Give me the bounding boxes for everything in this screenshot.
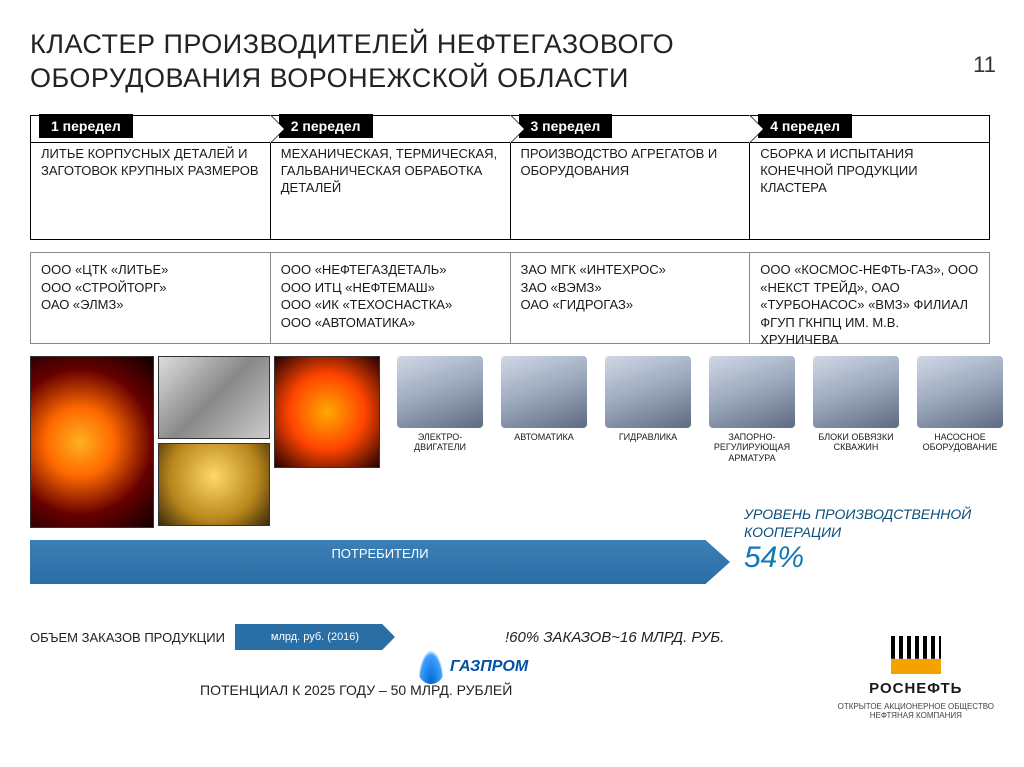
rosneft-mark-icon xyxy=(891,636,941,674)
product-automation-label: АВТОМАТИКА xyxy=(514,432,574,442)
companies-row: ООО «ЦТК «ЛИТЬЕ» ООО «СТРОЙТОРГ» ОАО «ЭЛ… xyxy=(30,252,990,344)
rosneft-name: РОСНЕФТЬ xyxy=(869,680,962,697)
product-valves-label: ЗАПОРНО-РЕГУЛИРУЮЩАЯ АРМАТУРА xyxy=(704,432,800,463)
consumers-arrow: ПОТРЕБИТЕЛИ xyxy=(30,540,730,584)
stage-2: 2 передел xyxy=(270,115,510,143)
cooperation-value: 54% xyxy=(744,541,804,574)
stage-1: 1 передел xyxy=(30,115,270,143)
stage-4: 4 передел xyxy=(749,115,990,143)
stage-3: 3 передел xyxy=(510,115,750,143)
photo-heat xyxy=(274,356,380,468)
stage-1-companies: ООО «ЦТК «ЛИТЬЕ» ООО «СТРОЙТОРГ» ОАО «ЭЛ… xyxy=(31,253,271,343)
product-wellheads: БЛОКИ ОБВЯЗКИ СКВАЖИН xyxy=(808,356,904,453)
page-title: КЛАСТЕР ПРОИЗВОДИТЕЛЕЙ НЕФТЕГАЗОВОГО ОБО… xyxy=(30,28,860,96)
gazprom-logo: ГАЗПРОМ xyxy=(418,650,528,684)
stage-4-tag: 4 передел xyxy=(758,114,852,138)
orders-note: !60% ЗАКАЗОВ~16 МЛРД. РУБ. xyxy=(505,629,724,646)
product-pumps-label: НАСОСНОЕ ОБОРУДОВАНИЕ xyxy=(912,432,1008,453)
stage-2-desc: МЕХАНИЧЕСКАЯ, ТЕРМИЧЕСКАЯ, ГАЛЬВАНИЧЕСКА… xyxy=(271,140,511,239)
stage-4-desc: СБОРКА И ИСПЫТАНИЯ КОНЕЧНОЙ ПРОДУКЦИИ КЛ… xyxy=(750,140,989,239)
rosneft-logo: РОСНЕФТЬ ОТКРЫТОЕ АКЦИОНЕРНОЕ ОБЩЕСТВО Н… xyxy=(838,636,994,721)
stage-3-tag: 3 передел xyxy=(519,114,613,138)
product-pumps-icon xyxy=(917,356,1003,428)
stage-2-tag: 2 передел xyxy=(279,114,373,138)
product-wellheads-icon xyxy=(813,356,899,428)
product-hydraulics: ГИДРАВЛИКА xyxy=(600,356,696,442)
imagery-row: ЭЛЕКТРО-ДВИГАТЕЛИ АВТОМАТИКА ГИДРАВЛИКА … xyxy=(30,356,990,526)
potential-text: ПОТЕНЦИАЛ К 2025 ГОДУ – 50 МЛРД. РУБЛЕЙ xyxy=(200,682,512,698)
product-wellheads-label: БЛОКИ ОБВЯЗКИ СКВАЖИН xyxy=(808,432,904,453)
page-number: 11 xyxy=(973,52,996,78)
stage-3-desc: ПРОИЗВОДСТВО АГРЕГАТОВ И ОБОРУДОВАНИЯ xyxy=(511,140,751,239)
product-motors-label: ЭЛЕКТРО-ДВИГАТЕЛИ xyxy=(392,432,488,453)
product-valves: ЗАПОРНО-РЕГУЛИРУЮЩАЯ АРМАТУРА xyxy=(704,356,800,463)
rosneft-subtitle: ОТКРЫТОЕ АКЦИОНЕРНОЕ ОБЩЕСТВО НЕФТЯНАЯ К… xyxy=(838,703,994,721)
cooperation-title: УРОВЕНЬ ПРОИЗВОДСТВЕННОЙ КООПЕРАЦИИ xyxy=(744,505,994,541)
stage-4-companies: ООО «КОСМОС-НЕФТЬ-ГАЗ», ООО «НЕКСТ ТРЕЙД… xyxy=(750,253,989,343)
stage-desc-row: ЛИТЬЕ КОРПУСНЫХ ДЕТАЛЕЙ И ЗАГОТОВОК КРУП… xyxy=(30,140,990,240)
process-photos xyxy=(30,356,380,526)
product-motors-icon xyxy=(397,356,483,428)
product-motors: ЭЛЕКТРО-ДВИГАТЕЛИ xyxy=(392,356,488,453)
product-gallery: ЭЛЕКТРО-ДВИГАТЕЛИ АВТОМАТИКА ГИДРАВЛИКА … xyxy=(392,356,1008,526)
gazprom-name: ГАЗПРОМ xyxy=(450,658,528,676)
stage-arrow-row: 1 передел 2 передел 3 передел 4 передел xyxy=(30,115,990,143)
photo-parts xyxy=(158,443,270,526)
product-automation: АВТОМАТИКА xyxy=(496,356,592,442)
product-valves-icon xyxy=(709,356,795,428)
stage-1-desc: ЛИТЬЕ КОРПУСНЫХ ДЕТАЛЕЙ И ЗАГОТОВОК КРУП… xyxy=(31,140,271,239)
product-pumps: НАСОСНОЕ ОБОРУДОВАНИЕ xyxy=(912,356,1008,453)
product-automation-icon xyxy=(501,356,587,428)
stage-2-companies: ООО «НЕФТЕГАЗДЕТАЛЬ» ООО ИТЦ «НЕФТЕМАШ» … xyxy=(271,253,511,343)
photo-machining xyxy=(158,356,270,439)
gazprom-flame-icon xyxy=(418,650,444,684)
stage-3-companies: ЗАО МГК «ИНТЕХРОС» ЗАО «ВЭМЗ» ОАО «ГИДРО… xyxy=(511,253,751,343)
orders-bar: млрд. руб. (2016) xyxy=(235,624,395,650)
orders-label: ОБЪЕМ ЗАКАЗОВ ПРОДУКЦИИ xyxy=(30,630,225,645)
photo-foundry xyxy=(30,356,154,528)
cooperation-metric: УРОВЕНЬ ПРОИЗВОДСТВЕННОЙ КООПЕРАЦИИ 54% xyxy=(744,505,994,575)
stage-1-tag: 1 передел xyxy=(39,114,133,138)
product-hydraulics-label: ГИДРАВЛИКА xyxy=(619,432,677,442)
product-hydraulics-icon xyxy=(605,356,691,428)
